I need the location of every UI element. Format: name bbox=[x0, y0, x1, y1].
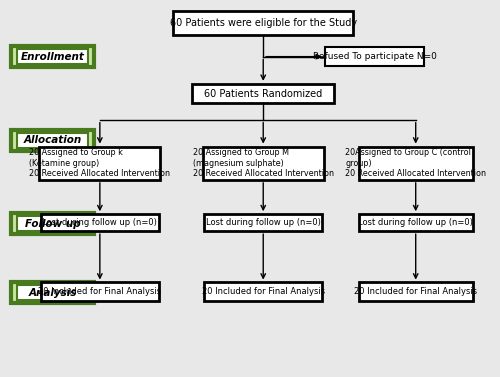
Text: Refused To participate N=0: Refused To participate N=0 bbox=[312, 52, 436, 61]
Text: 60 Patients were eligible for the Study: 60 Patients were eligible for the Study bbox=[170, 18, 357, 28]
Text: 20 Included for Final Analysis: 20 Included for Final Analysis bbox=[38, 287, 162, 296]
Text: Analysis: Analysis bbox=[28, 288, 76, 297]
Text: Enrollment: Enrollment bbox=[20, 52, 84, 61]
Text: 60 Patients Randomized: 60 Patients Randomized bbox=[204, 89, 322, 99]
FancyBboxPatch shape bbox=[11, 282, 94, 303]
FancyBboxPatch shape bbox=[40, 214, 159, 231]
FancyBboxPatch shape bbox=[40, 282, 159, 301]
Text: Lost during follow up (n=0): Lost during follow up (n=0) bbox=[206, 218, 320, 227]
Text: 20Assigned to Group C (control
group)
20 Received Allocated Intervention: 20Assigned to Group C (control group) 20… bbox=[345, 148, 486, 178]
FancyBboxPatch shape bbox=[359, 147, 472, 180]
FancyBboxPatch shape bbox=[192, 84, 334, 103]
Text: 20 Assigned to Group M
(magnesium sulphate)
20 Received Allocated Intervention: 20 Assigned to Group M (magnesium sulpha… bbox=[192, 148, 334, 178]
FancyBboxPatch shape bbox=[16, 49, 88, 64]
FancyBboxPatch shape bbox=[16, 133, 88, 148]
FancyBboxPatch shape bbox=[11, 46, 94, 67]
FancyBboxPatch shape bbox=[11, 213, 94, 234]
Text: 20 Included for Final Analysis: 20 Included for Final Analysis bbox=[202, 287, 325, 296]
Text: Allocation: Allocation bbox=[24, 135, 82, 145]
FancyBboxPatch shape bbox=[203, 147, 324, 180]
FancyBboxPatch shape bbox=[204, 282, 322, 301]
Text: 20 Included for Final Analysis: 20 Included for Final Analysis bbox=[354, 287, 478, 296]
FancyBboxPatch shape bbox=[359, 214, 472, 231]
Text: Lost during follow up (n=0): Lost during follow up (n=0) bbox=[42, 218, 158, 227]
FancyBboxPatch shape bbox=[16, 285, 88, 300]
FancyBboxPatch shape bbox=[325, 47, 424, 66]
FancyBboxPatch shape bbox=[40, 147, 160, 180]
Text: Lost during follow up (n=0): Lost during follow up (n=0) bbox=[358, 218, 473, 227]
FancyBboxPatch shape bbox=[16, 216, 88, 231]
Text: 20 Assigned to Group k
(Ketamine group)
20 Received Allocated Intervention: 20 Assigned to Group k (Ketamine group) … bbox=[30, 148, 170, 178]
FancyBboxPatch shape bbox=[359, 282, 472, 301]
FancyBboxPatch shape bbox=[204, 214, 322, 231]
Text: Follow up: Follow up bbox=[24, 219, 80, 229]
FancyBboxPatch shape bbox=[174, 11, 353, 35]
FancyBboxPatch shape bbox=[11, 130, 94, 151]
